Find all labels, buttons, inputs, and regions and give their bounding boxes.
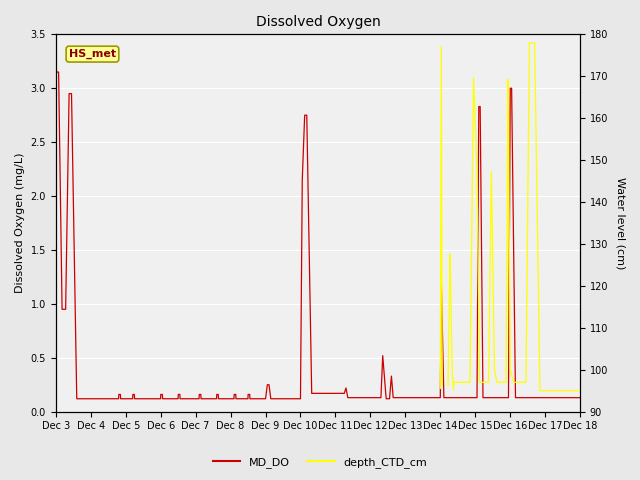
Text: HS_met: HS_met [69,49,116,59]
Title: Dissolved Oxygen: Dissolved Oxygen [255,15,380,29]
MD_DO [444,395,451,400]
Y-axis label: Dissolved Oxygen (mg/L): Dissolved Oxygen (mg/L) [15,153,25,293]
depth_CTD_cm [576,388,584,394]
depth_CTD_cm [483,380,491,385]
Line: MD_DO: MD_DO [56,72,580,399]
Y-axis label: Water level (cm): Water level (cm) [615,177,625,269]
MD_DO [576,395,584,400]
MD_DO [147,396,155,402]
MD_DO [52,69,60,75]
Line: depth_CTD_cm: depth_CTD_cm [440,43,580,391]
MD_DO [252,396,260,402]
MD_DO [483,395,491,400]
MD_DO [367,395,374,400]
Legend: MD_DO, depth_CTD_cm: MD_DO, depth_CTD_cm [208,452,432,472]
MD_DO [73,396,81,402]
MD_DO [393,395,401,400]
